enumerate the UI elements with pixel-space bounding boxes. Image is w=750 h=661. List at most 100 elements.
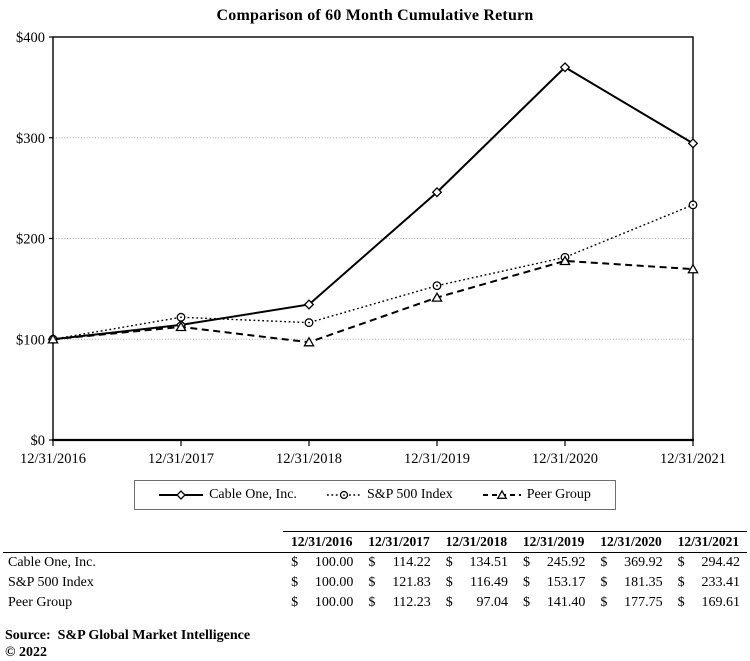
table-header-date: 12/31/2018 (437, 531, 516, 553)
value-cell: $141.40 (515, 593, 592, 613)
circle-marker-dot (436, 284, 438, 287)
x-tick-label: 12/31/2020 (532, 451, 598, 467)
dollar-sign: $ (445, 595, 453, 610)
source-note: Source: S&P Global Market Intelligence (5, 628, 251, 643)
diamond-legend-sample-icon (159, 490, 204, 500)
circle-marker-dot (692, 203, 694, 206)
table-header-date: 12/31/2021 (669, 531, 747, 553)
table-row: S&P 500 Index $100.00 $121.83 $116.49 $153.1… (3, 573, 747, 593)
x-tick-label: 12/31/2017 (148, 451, 214, 467)
value-cell: $153.17 (515, 573, 592, 593)
dollar-sign: $ (677, 555, 685, 570)
legend-label: Cable One, Inc. (209, 487, 297, 502)
triangle-marker (431, 291, 443, 302)
dollar-sign: $ (291, 595, 299, 610)
diamond-marker (303, 299, 315, 310)
legend-item: Peer Group (482, 487, 591, 503)
table-header-date: 12/31/2016 (283, 531, 361, 553)
cell-value: 116.49 (470, 575, 509, 590)
cell-value: 233.41 (701, 575, 741, 590)
cell-value: 114.22 (392, 555, 431, 570)
dollar-sign: $ (445, 555, 453, 570)
diamond-marker (176, 490, 186, 500)
circle-legend-sample-icon (326, 490, 361, 500)
triangle-marker (687, 263, 699, 274)
x-tick-label: 12/31/2018 (276, 451, 342, 467)
cell-value: 245.92 (546, 555, 586, 570)
diamond-marker (687, 138, 699, 149)
dollar-sign: $ (368, 555, 376, 570)
y-tick-label: $200 (16, 232, 45, 248)
cell-value: 100.00 (314, 595, 354, 610)
table-header-date: 12/31/2017 (360, 531, 438, 553)
dollar-sign: $ (600, 595, 608, 610)
table-header-spacer (3, 531, 284, 553)
value-cell: $100.00 (283, 573, 360, 593)
value-cell: $100.00 (283, 593, 360, 613)
x-tick-label: 12/31/2021 (660, 451, 726, 467)
value-cell: $134.51 (438, 553, 515, 574)
x-tick-label: 12/31/2019 (404, 451, 470, 467)
chart-svg: $0 $100 $200 $300 $400 12/31/2016 12/31/2017 12… (16, 30, 726, 467)
table-row: Peer Group $100.00 $112.23 $97.04 $141.40 $17… (3, 593, 747, 613)
row-label-cell: Cable One, Inc. (8, 555, 96, 570)
cell-value: 134.51 (469, 555, 509, 570)
y-tick-label: $100 (16, 332, 45, 348)
diamond-marker (559, 62, 571, 73)
value-cell: $369.92 (592, 553, 669, 574)
legend-item: Cable One, Inc. (159, 487, 297, 503)
dollar-sign: $ (523, 595, 531, 610)
dollar-sign: $ (600, 575, 608, 590)
legend-label: Peer Group (526, 487, 591, 502)
dollar-sign: $ (677, 575, 685, 590)
value-cell: $121.83 (360, 573, 437, 593)
cell-value: 141.40 (546, 595, 586, 610)
triangle-marker (496, 489, 508, 499)
series-line (52, 66, 694, 341)
cell-value: 369.92 (624, 555, 663, 570)
value-cell: $233.41 (670, 573, 747, 593)
row-label-cell: Peer Group (8, 595, 73, 610)
dollar-sign: $ (368, 575, 376, 590)
y-tick-label: $0 (31, 433, 46, 449)
value-cell: $100.00 (283, 553, 360, 574)
series-line (52, 259, 694, 344)
table-body: Cable One, Inc. $100.00 $114.22 $134.51 $245… (3, 553, 747, 614)
cell-value: 153.17 (546, 575, 586, 590)
y-tick-label: $400 (16, 30, 45, 46)
value-cell: $114.22 (360, 553, 437, 574)
table-header-date: 12/31/2019 (515, 531, 593, 553)
legend-label: S&P 500 Index (366, 487, 453, 502)
dollar-sign: $ (368, 595, 376, 610)
dollar-sign: $ (291, 555, 299, 570)
triangle-marker (559, 255, 571, 266)
triangle-marker (303, 336, 315, 347)
returns-table: 12/31/2016 12/31/2017 12/31/2018 12/31/2019… (3, 531, 747, 613)
cell-value: 177.75 (624, 595, 663, 610)
page-title: Comparison of 60 Month Cumulative Return (216, 7, 534, 24)
cell-value: 100.00 (314, 575, 354, 590)
diamond-marker (431, 187, 443, 198)
y-tick-label: $300 (16, 131, 45, 147)
dollar-sign: $ (677, 595, 685, 610)
dollar-sign: $ (523, 555, 531, 570)
value-cell: $181.35 (592, 573, 669, 593)
dollar-sign: $ (445, 575, 453, 590)
table-header-date: 12/31/2020 (592, 531, 670, 553)
cell-value: 121.83 (392, 575, 431, 590)
value-cell: $169.61 (670, 593, 747, 613)
dollar-sign: $ (291, 575, 299, 590)
triangle-marker (175, 321, 187, 332)
dollar-sign: $ (523, 575, 531, 590)
copyright-note: © 2022 (5, 645, 47, 660)
row-label-cell: S&P 500 Index (8, 575, 94, 590)
value-cell: $112.23 (360, 593, 437, 613)
table-header-row: 12/31/2016 12/31/2017 12/31/2018 12/31/2019… (3, 531, 747, 553)
legend-item: S&P 500 Index (326, 487, 453, 503)
circle-marker-dot (180, 316, 182, 319)
legend-box: Cable One, Inc. S&P 500 Index Peer Group (134, 480, 616, 510)
value-cell: $294.42 (670, 553, 747, 574)
chart-legend: Cable One, Inc. S&P 500 Index Peer Group (0, 480, 750, 510)
cell-value: 112.23 (392, 595, 431, 610)
table-row: Cable One, Inc. $100.00 $114.22 $134.51 $245… (3, 553, 747, 574)
